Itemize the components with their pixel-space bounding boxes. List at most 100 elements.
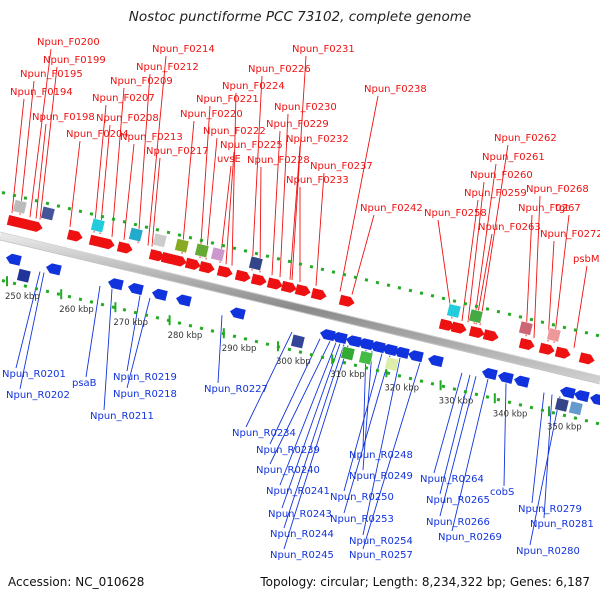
grid-dot	[199, 238, 204, 243]
grid-dot	[309, 352, 314, 357]
genes-label: Genes:	[509, 575, 552, 589]
kbp-tick-label: 280 kbp	[168, 331, 203, 341]
grid-dot	[430, 381, 435, 386]
map-title: Nostoc punctiforme PCC 73102, complete g…	[128, 9, 472, 25]
grid-dot	[562, 325, 567, 330]
label-leader	[217, 315, 223, 384]
forward-gene-arrow	[482, 329, 499, 342]
grid-dot	[111, 305, 116, 310]
kbp-tick-label: 260 kbp	[59, 305, 94, 315]
label-leader	[251, 75, 263, 271]
label-leader	[181, 120, 195, 254]
forward-gene-label: Npun_F0199	[43, 55, 106, 66]
label-leader	[533, 195, 541, 339]
forward-gene-label: Npun_F0268	[526, 184, 589, 195]
forward-gene-arrow	[578, 352, 595, 365]
feature-block	[554, 397, 570, 413]
forward-gene-arrow	[116, 241, 133, 254]
grid-dot	[441, 384, 446, 389]
forward-gene-label: Npun_F0267	[518, 203, 581, 214]
accession-value: NC_010628	[75, 575, 145, 589]
forward-gene-label: Npun_F0226	[248, 64, 311, 75]
label-leader	[35, 123, 47, 219]
label-leader	[362, 357, 401, 536]
label-leader	[351, 214, 375, 295]
grid-dot	[122, 308, 127, 312]
label-leader	[19, 272, 45, 390]
grid-dot	[419, 379, 424, 383]
feature-block	[568, 400, 584, 416]
reverse-gene-label: Npun_R0202	[6, 390, 70, 401]
grid-dot	[573, 328, 578, 332]
grid-dot	[243, 337, 248, 341]
label-leader	[271, 130, 281, 276]
grid-dot	[584, 330, 589, 335]
forward-gene-arrow	[310, 288, 327, 301]
reverse-gene-arrow	[152, 288, 168, 301]
reverse-gene-arrow	[514, 375, 530, 388]
grid-dot	[188, 323, 193, 328]
grid-dot	[133, 222, 138, 227]
grid-dot	[56, 292, 61, 296]
reverse-gene-label: Npun_R0253	[330, 514, 394, 525]
reverse-gene-arrow	[346, 335, 362, 348]
reverse-gene-label: Npun_R0201	[2, 369, 66, 380]
grid-dot	[595, 421, 600, 426]
grid-dot	[67, 294, 72, 299]
feature-block	[40, 205, 56, 222]
label-leader	[439, 374, 471, 495]
reverse-gene-arrow	[176, 294, 192, 307]
grid-dot	[122, 220, 127, 224]
reverse-gene-arrow	[482, 367, 498, 381]
reverse-gene-label: Npun_R0240	[256, 465, 320, 476]
forward-gene-label: Npun_F0238	[364, 84, 427, 95]
reverse-gene-arrow	[408, 350, 424, 363]
grid-dot	[67, 206, 72, 211]
forward-gene-arrow	[468, 325, 485, 338]
forward-gene-label: Npun_F0229	[266, 119, 329, 130]
forward-gene-arrow	[250, 273, 267, 286]
genome-backbone	[0, 232, 600, 384]
forward-gene-arrow	[280, 280, 297, 293]
grid-dot	[199, 326, 204, 331]
forward-gene-label: Npun_F0225	[220, 140, 283, 151]
grid-dot	[485, 395, 490, 399]
forward-gene-label: Npun_F0263	[478, 222, 541, 233]
grid-dot	[463, 301, 468, 306]
grid-dot	[232, 246, 237, 251]
label-leader	[289, 145, 301, 280]
grid-dot	[287, 259, 292, 264]
kbp-tick-label: 330 kbp	[439, 396, 474, 406]
grid-dot	[507, 312, 512, 317]
label-leader	[269, 341, 331, 465]
grid-dot	[507, 400, 512, 405]
forward-gene-label: Npun_F0213	[120, 132, 183, 143]
label-leader	[123, 143, 135, 240]
reverse-gene-arrow	[498, 371, 514, 384]
label-leader	[439, 376, 477, 517]
grid-dot	[210, 329, 215, 333]
reverse-gene-arrow	[370, 341, 386, 354]
grid-dot	[573, 416, 578, 420]
forward-gene-arrow	[450, 321, 467, 334]
reverse-gene-label: Npun_R0279	[518, 504, 582, 515]
reverse-gene-label: psaB	[72, 378, 97, 389]
grid-dot	[155, 227, 160, 232]
accession-label: Accession:	[8, 575, 72, 589]
reverse-gene-arrow	[560, 386, 576, 399]
grid-dot	[45, 289, 50, 294]
forward-gene-arrow	[518, 337, 535, 350]
grid-dot	[78, 209, 83, 214]
grid-dot	[23, 284, 28, 288]
kbp-tick-label: 270 kbp	[113, 318, 148, 328]
reverse-gene-label: Npun_R0254	[349, 536, 413, 547]
forward-gene-label: Npun_F0195	[20, 69, 83, 80]
forward-gene-arrow	[170, 254, 187, 267]
label-leader	[147, 55, 167, 246]
feature-block	[340, 345, 356, 362]
forward-gene-label: uvsE	[217, 154, 241, 165]
forward-gene-label: Npun_F0214	[152, 44, 215, 55]
label-leader	[525, 214, 533, 337]
forward-gene-label: Npun_F0200	[37, 37, 100, 48]
reverse-gene-label: cobS	[490, 487, 514, 498]
